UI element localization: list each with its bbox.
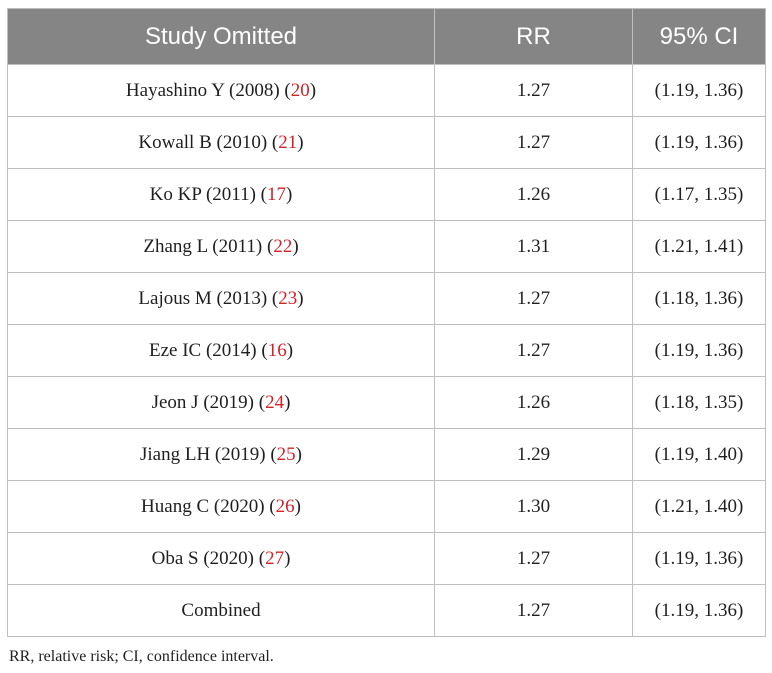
study-cell: Oba S (2020) (27) <box>7 532 435 585</box>
study-close-paren: ) <box>297 287 304 309</box>
rr-cell: 1.30 <box>434 480 633 533</box>
study-cell: Jeon J (2019) (24) <box>7 376 435 429</box>
ci-cell: (1.21, 1.40) <box>632 480 766 533</box>
study-name: Lajous M (2013) ( <box>138 287 279 309</box>
table-row-combined: Combined 1.27 (1.19, 1.36) <box>7 584 766 637</box>
rr-cell: 1.29 <box>434 428 633 481</box>
reference-link[interactable]: 24 <box>265 391 285 413</box>
reference-link[interactable]: 16 <box>267 339 287 361</box>
reference-link[interactable]: 26 <box>275 495 295 517</box>
table-row: Hayashino Y (2008) (20) 1.27 (1.19, 1.36… <box>7 64 766 117</box>
study-name: Huang C (2020) ( <box>141 495 276 517</box>
table-footnote: RR, relative risk; CI, confidence interv… <box>9 648 274 665</box>
rr-cell: 1.26 <box>434 168 633 221</box>
ci-cell: (1.18, 1.36) <box>632 272 766 325</box>
study-cell: Combined <box>7 584 435 637</box>
table-row: Zhang L (2011) (22) 1.31 (1.21, 1.41) <box>7 220 766 273</box>
table-body: Hayashino Y (2008) (20) 1.27 (1.19, 1.36… <box>7 64 766 637</box>
study-cell: Zhang L (2011) (22) <box>7 220 435 273</box>
study-cell: Jiang LH (2019) (25) <box>7 428 435 481</box>
study-cell: Ko KP (2011) (17) <box>7 168 435 221</box>
study-cell: Lajous M (2013) (23) <box>7 272 435 325</box>
reference-link[interactable]: 21 <box>278 131 298 153</box>
study-close-paren: ) <box>295 443 302 465</box>
ci-cell: (1.19, 1.36) <box>632 116 766 169</box>
study-close-paren: ) <box>297 131 304 153</box>
study-name: Hayashino Y (2008) ( <box>125 79 291 101</box>
header-95-ci: 95% CI <box>632 8 766 65</box>
reference-link[interactable]: 25 <box>276 443 296 465</box>
reference-link[interactable]: 23 <box>278 287 298 309</box>
ci-cell: (1.19, 1.36) <box>632 532 766 585</box>
table-row: Kowall B (2010) (21) 1.27 (1.19, 1.36) <box>7 116 766 169</box>
sensitivity-table-container: Study Omitted RR 95% CI Hayashino Y (200… <box>7 8 766 637</box>
study-name: Combined <box>181 599 261 621</box>
study-close-paren: ) <box>286 183 293 205</box>
ci-cell: (1.21, 1.41) <box>632 220 766 273</box>
header-study-omitted: Study Omitted <box>7 8 435 65</box>
reference-link[interactable]: 20 <box>290 79 310 101</box>
ci-cell: (1.17, 1.35) <box>632 168 766 221</box>
study-close-paren: ) <box>284 391 291 413</box>
ci-cell: (1.19, 1.36) <box>632 324 766 377</box>
rr-cell: 1.27 <box>434 272 633 325</box>
study-cell: Huang C (2020) (26) <box>7 480 435 533</box>
rr-cell: 1.27 <box>434 64 633 117</box>
sensitivity-analysis-table: Study Omitted RR 95% CI Hayashino Y (200… <box>7 8 766 637</box>
rr-cell: 1.27 <box>434 532 633 585</box>
rr-cell: 1.31 <box>434 220 633 273</box>
study-name: Jiang LH (2019) ( <box>140 443 277 465</box>
ci-cell: (1.19, 1.36) <box>632 584 766 637</box>
table-row: Ko KP (2011) (17) 1.26 (1.17, 1.35) <box>7 168 766 221</box>
table-row: Huang C (2020) (26) 1.30 (1.21, 1.40) <box>7 480 766 533</box>
study-close-paren: ) <box>284 547 291 569</box>
reference-link[interactable]: 27 <box>265 547 285 569</box>
study-cell: Eze IC (2014) (16) <box>7 324 435 377</box>
study-name: Jeon J (2019) ( <box>151 391 266 413</box>
study-cell: Kowall B (2010) (21) <box>7 116 435 169</box>
reference-link[interactable]: 22 <box>273 235 293 257</box>
table-row: Eze IC (2014) (16) 1.27 (1.19, 1.36) <box>7 324 766 377</box>
study-close-paren: ) <box>292 235 299 257</box>
rr-cell: 1.27 <box>434 324 633 377</box>
rr-cell: 1.27 <box>434 584 633 637</box>
table-row: Lajous M (2013) (23) 1.27 (1.18, 1.36) <box>7 272 766 325</box>
table-header: Study Omitted RR 95% CI <box>7 8 766 65</box>
study-close-paren: ) <box>294 495 301 517</box>
header-rr: RR <box>434 8 633 65</box>
study-name: Oba S (2020) ( <box>151 547 266 569</box>
table-row: Jeon J (2019) (24) 1.26 (1.18, 1.35) <box>7 376 766 429</box>
study-cell: Hayashino Y (2008) (20) <box>7 64 435 117</box>
ci-cell: (1.19, 1.36) <box>632 64 766 117</box>
study-name: Zhang L (2011) ( <box>143 235 274 257</box>
table-row: Jiang LH (2019) (25) 1.29 (1.19, 1.40) <box>7 428 766 481</box>
table-row: Oba S (2020) (27) 1.27 (1.19, 1.36) <box>7 532 766 585</box>
header-row: Study Omitted RR 95% CI <box>7 8 766 65</box>
study-close-paren: ) <box>309 79 317 101</box>
study-name: Kowall B (2010) ( <box>138 131 279 153</box>
study-name: Eze IC (2014) ( <box>148 339 268 361</box>
ci-cell: (1.19, 1.40) <box>632 428 766 481</box>
reference-link[interactable]: 17 <box>267 183 286 205</box>
study-name: Ko KP (2011) ( <box>149 183 267 205</box>
rr-cell: 1.26 <box>434 376 633 429</box>
rr-cell: 1.27 <box>434 116 633 169</box>
study-close-paren: ) <box>286 339 294 361</box>
ci-cell: (1.18, 1.35) <box>632 376 766 429</box>
